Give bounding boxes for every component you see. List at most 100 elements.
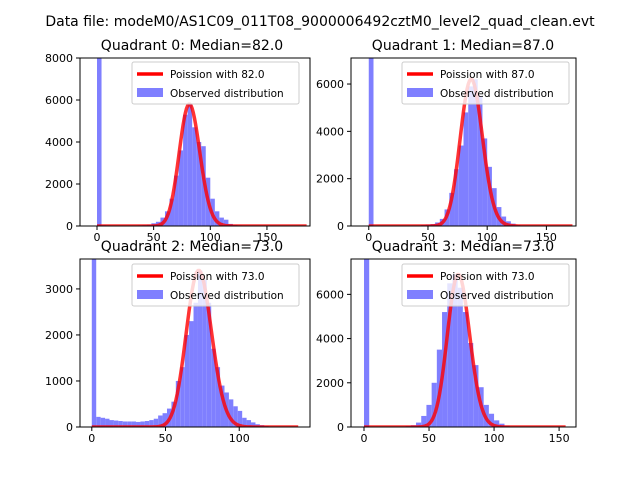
histogram-bar <box>211 348 216 427</box>
histogram-bar <box>97 58 102 226</box>
histogram-bar <box>228 399 234 427</box>
histogram-bar <box>131 421 137 427</box>
x-tick-label: 100 <box>484 432 505 445</box>
histogram-bar <box>214 211 220 226</box>
histogram-bar <box>196 142 202 226</box>
histogram-bar <box>477 95 483 226</box>
histogram-bar <box>175 380 181 427</box>
legend-observed-label: Observed distribution <box>170 88 284 100</box>
histogram-bar <box>136 421 141 427</box>
histogram-bar <box>242 417 247 427</box>
quadrant-1-title: Quadrant 1: Median=87.0 <box>372 38 554 54</box>
histogram-bar <box>447 283 453 427</box>
quadrant-2-title: Quadrant 2: Median=73.0 <box>101 239 283 255</box>
histogram-bar <box>233 406 238 427</box>
histogram-bar <box>149 420 154 427</box>
quadrant-3-title: Quadrant 3: Median=73.0 <box>372 239 554 255</box>
legend-observed-label: Observed distribution <box>170 290 284 302</box>
x-tick-label: 0 <box>88 432 95 445</box>
histogram-bar <box>488 413 495 427</box>
y-tick-label: 6000 <box>316 288 344 301</box>
y-tick-label: 4000 <box>316 125 344 138</box>
histogram-bar <box>468 343 474 427</box>
quadrant-0-title: Quadrant 0: Median=82.0 <box>101 38 283 54</box>
histogram-bar <box>223 219 229 226</box>
x-tick-label: 0 <box>361 432 368 445</box>
histogram-bar <box>144 421 150 427</box>
histogram-bar <box>452 274 458 427</box>
y-tick-label: 2000 <box>45 329 73 342</box>
histogram-bar <box>416 422 422 427</box>
histogram-bar <box>122 421 128 427</box>
histogram-bar <box>140 421 145 427</box>
histogram-bar <box>368 58 374 226</box>
histogram-bar <box>174 175 179 226</box>
y-tick-label: 0 <box>66 220 73 233</box>
histogram-bar <box>187 104 193 226</box>
x-tick-label: 150 <box>536 231 557 244</box>
histogram-bar <box>462 312 469 427</box>
histogram-bar <box>189 321 194 427</box>
histogram-bar <box>454 169 459 226</box>
x-tick-label: 50 <box>422 432 436 445</box>
legend-poisson-label: Poission with 82.0 <box>170 69 265 81</box>
histogram-bar <box>184 334 190 427</box>
x-tick-label: 50 <box>421 231 435 244</box>
legend-observed-swatch <box>407 290 433 299</box>
histogram-bar <box>458 145 464 226</box>
histogram-bar <box>482 138 488 226</box>
quadrant-2-legend: Poission with 73.0 Observed distribution <box>131 263 300 307</box>
histogram-bar <box>237 410 243 427</box>
y-tick-label: 2000 <box>316 377 344 390</box>
histogram-bar <box>364 259 370 427</box>
legend-poisson-label: Poission with 87.0 <box>440 69 535 81</box>
x-tick-label: 150 <box>549 432 570 445</box>
histogram-bar <box>171 401 176 427</box>
x-tick-label: 50 <box>147 231 161 244</box>
quadrant-3-legend: Poission with 73.0 Observed distribution <box>401 263 570 307</box>
histogram-bar <box>169 198 175 226</box>
y-tick-label: 4000 <box>45 136 73 149</box>
y-tick-label: 6000 <box>45 94 73 107</box>
histogram-bar <box>105 418 110 427</box>
axes-frame <box>350 57 577 227</box>
histogram-bar <box>449 192 455 226</box>
histogram-bar <box>246 420 252 427</box>
histogram-bar <box>472 79 478 226</box>
figure-title: Data file: modeM0/AS1C09_011T08_90000064… <box>45 14 595 30</box>
quadrant-3-panel: 0 50 100 150 0 2000 4000 6000 Poission with 73.… <box>316 258 577 445</box>
histogram-bar <box>91 259 97 427</box>
y-tick-label: 0 <box>337 421 344 434</box>
y-tick-label: 2000 <box>316 173 344 186</box>
legend-box <box>401 263 570 307</box>
histogram-bar <box>487 166 492 226</box>
histogram-bar <box>202 279 207 427</box>
histogram-bar <box>421 415 427 427</box>
legend-box <box>131 263 300 307</box>
histogram-bar <box>251 422 256 427</box>
histogram-bar <box>183 114 188 226</box>
y-tick-label: 1000 <box>45 375 73 388</box>
histogram-bar <box>192 127 197 226</box>
legend-observed-label: Observed distribution <box>440 290 554 302</box>
y-tick-label: 4000 <box>316 333 344 346</box>
histogram-bar <box>113 420 119 427</box>
poisson-curve <box>96 102 308 226</box>
plot-area <box>368 58 574 226</box>
axes-frame <box>79 258 311 428</box>
quadrant-0-legend: Poission with 82.0 Observed distribution <box>131 61 300 105</box>
quadrant-1-legend: Poission with 87.0 Observed distribution <box>401 61 570 105</box>
axes-frame <box>350 258 577 428</box>
histogram-bar <box>431 382 437 427</box>
y-tick-label: 6000 <box>316 78 344 91</box>
histogram-bar <box>153 418 159 427</box>
quadrant-0-panel: Quadrant 0: Median=82.0 0 50 100 150 0 2000 40… <box>45 38 311 244</box>
histogram-bar <box>180 367 185 427</box>
x-tick-label: 0 <box>93 231 100 244</box>
x-tick-label: 150 <box>256 231 277 244</box>
histogram-bar <box>206 302 212 427</box>
histogram-bar <box>426 404 432 427</box>
x-tick-label: 50 <box>159 432 173 445</box>
